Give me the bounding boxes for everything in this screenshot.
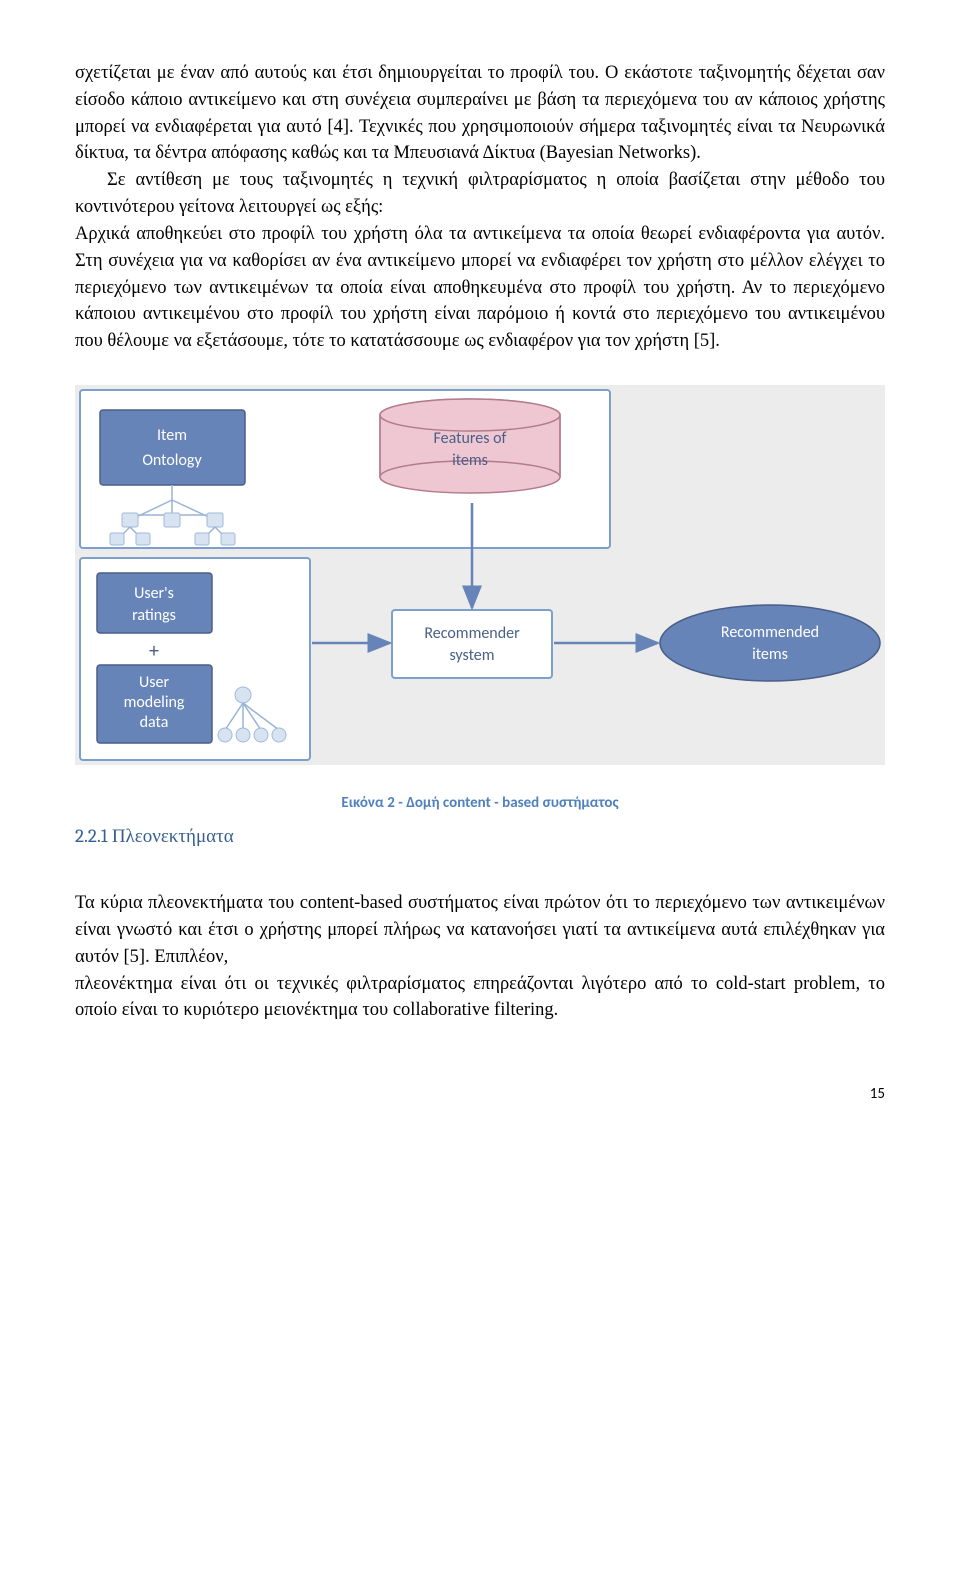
body-paragraph-5: πλεονέκτημα είναι ότι οι τεχνικές φιλτρα…: [75, 971, 885, 1025]
diagram-svg: Item Ontology Features of items User's r…: [75, 385, 885, 765]
svg-text:system: system: [449, 646, 494, 665]
svg-text:ratings: ratings: [132, 606, 176, 625]
subheading-advantages: 2.2.1 Πλεονεκτήματα: [75, 823, 885, 851]
body-paragraph-1: σχετίζεται με έναν από αυτούς και έτσι δ…: [75, 60, 885, 167]
page-number: 15: [75, 1084, 885, 1106]
body-paragraph-4: Τα κύρια πλεονεκτήματα του content-based…: [75, 890, 885, 970]
svg-text:Recommended: Recommended: [721, 623, 819, 642]
svg-text:User: User: [139, 673, 169, 692]
svg-text:User's: User's: [134, 584, 174, 603]
figure-caption: Εικόνα 2 - Δομή content - based συστήματ…: [75, 793, 885, 815]
svg-text:data: data: [140, 713, 169, 732]
svg-text:modeling: modeling: [124, 693, 185, 712]
body-paragraph-2: Σε αντίθεση με τους ταξινομητές η τεχνικ…: [75, 167, 885, 221]
svg-text:Features of: Features of: [434, 429, 507, 448]
svg-text:+: +: [149, 639, 159, 663]
svg-text:Item: Item: [157, 426, 187, 445]
svg-text:items: items: [452, 451, 488, 470]
svg-text:Ontology: Ontology: [142, 451, 202, 470]
svg-text:items: items: [752, 645, 788, 664]
content-based-diagram: Item Ontology Features of items User's r…: [75, 385, 885, 765]
svg-text:Recommender: Recommender: [424, 624, 520, 643]
body-paragraph-3: Αρχικά αποθηκεύει στο προφίλ του χρήστη …: [75, 221, 885, 355]
